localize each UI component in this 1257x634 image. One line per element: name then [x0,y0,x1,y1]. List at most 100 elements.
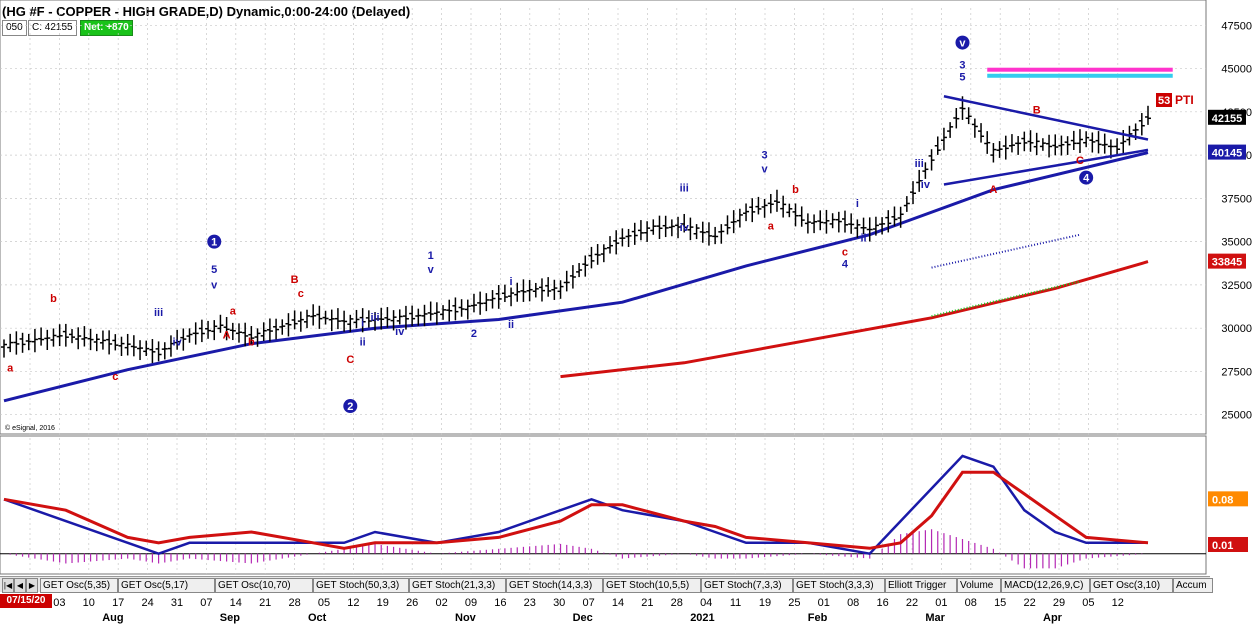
price-bar [75,327,82,350]
study-tab[interactable]: Elliott Trigger [885,578,957,593]
price-bar [712,226,719,245]
wave-label: v [762,163,769,175]
study-tab[interactable]: GET Osc(5,35) [40,578,118,593]
price-bar [186,328,193,343]
price-bar [19,332,26,353]
study-tab[interactable]: GET Osc(10,70) [215,578,313,593]
wave-label: A [989,184,997,196]
price-bar [1021,131,1028,152]
price-bar [699,221,706,243]
price-bar [1138,113,1145,136]
price-bar [940,127,947,151]
wave-label: 5 [211,264,217,276]
price-bar [297,311,304,332]
wave-label: i [361,317,364,329]
study-tab[interactable]: GET Osc(5,17) [118,578,215,593]
price-bar [600,244,607,263]
x-month-label: Mar [925,612,945,624]
study-tab[interactable]: GET Stoch(3,3,3) [793,578,885,593]
price-bar [427,301,434,321]
price-bar [990,143,997,163]
study-tab[interactable]: Accum [1173,578,1213,593]
price-bar [124,333,131,356]
price-bar [854,219,861,238]
pti-target-bar-cyan [987,73,1173,78]
wave-label: 3 [959,60,965,72]
price-bar [266,318,273,342]
x-day-label: 25 [788,597,800,609]
price-bar [205,320,212,339]
price-bar [644,221,651,242]
price-bar [829,213,836,229]
pti-box [1156,93,1172,107]
wave-label: 4 [842,259,849,271]
price-bar [310,304,317,326]
study-tab[interactable]: GET Stoch(7,3,3) [701,578,793,593]
projection-dotted-green [931,280,1081,318]
price-bar [38,327,45,346]
tab-first-icon[interactable]: |◀ [2,578,14,593]
wave-label: ii [860,233,866,245]
wave-label: v [211,279,218,291]
study-tab[interactable]: GET Stoch(14,3,3) [506,578,603,593]
price-bar [483,293,490,312]
wave-circle-marker [955,35,970,50]
wave-label: b [248,336,255,348]
wave-circle-marker [1079,170,1094,185]
wave-label: C [1076,155,1084,167]
price-bar [1052,134,1059,156]
price-bar [489,290,496,309]
chart-title: (HG #F - COPPER - HIGH GRADE,D) Dynamic,… [2,4,411,19]
price-bar [44,329,51,350]
study-tab[interactable]: Volume [957,578,1001,593]
price-bar [304,309,311,329]
study-tab[interactable]: GET Osc(3,10) [1090,578,1173,593]
price-bar [223,317,230,341]
price-bar [576,263,583,278]
tab-next-icon[interactable]: ▶ [26,578,38,593]
price-bar [130,335,137,357]
price-bar [947,122,954,138]
study-tab[interactable]: MACD(12,26,9,C) [1001,578,1090,593]
price-bar [613,230,620,255]
price-bar [341,310,348,332]
x-day-label: 16 [876,597,888,609]
price-bar [978,123,985,143]
x-month-label: 2021 [690,612,714,624]
price-bar [1058,135,1065,156]
tab-prev-icon[interactable]: ◀ [14,578,26,593]
pti-target-bar-pink [987,67,1173,72]
price-bar [835,211,842,233]
x-day-label: 21 [259,597,271,609]
price-bar [359,308,366,333]
x-day-label: 04 [700,597,712,609]
price-bar [971,118,978,138]
x-day-label: 12 [1112,597,1124,609]
price-bar [984,131,991,154]
wave-label: ii [508,319,514,331]
study-tab[interactable]: GET Stoch(10,5,5) [603,578,701,593]
price-bar [551,279,558,300]
price-bar [545,277,552,297]
price-bar [619,228,626,247]
price-bar [625,228,632,247]
price-bar [705,222,712,246]
price-bar [198,319,205,343]
row-close-value: C: 42155 [28,20,77,36]
price-bar [817,210,824,231]
price-bar [637,220,644,241]
price-bar [440,305,447,320]
last-price-tag: 42155 [1212,113,1243,125]
price-bar [532,282,539,298]
price-bar [242,322,249,347]
study-tab[interactable]: GET Stoch(21,3,3) [409,578,506,593]
price-bar [650,219,657,235]
price-bar [891,206,898,227]
price-bar [390,310,397,331]
wave-circle-marker [207,234,222,249]
price-bar [798,206,805,227]
study-tab[interactable]: GET Stoch(50,3,3) [313,578,409,593]
wave-label: iii [915,158,924,170]
wave-label: v [428,264,435,276]
